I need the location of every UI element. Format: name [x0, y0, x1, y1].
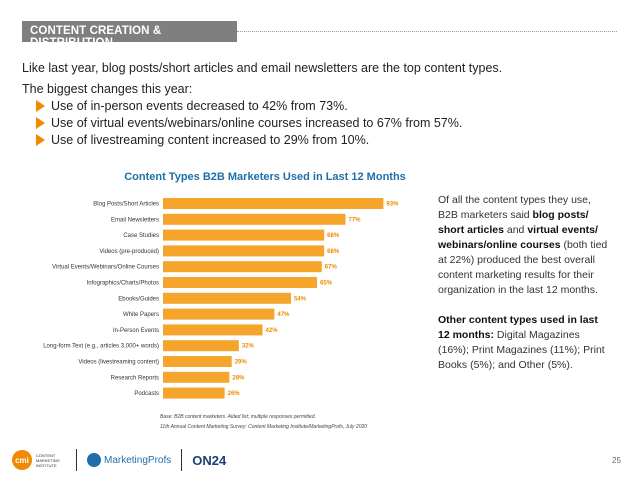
cmi-logo-icon: cmi: [12, 450, 32, 470]
data-label: 77%: [348, 217, 361, 223]
data-label: 47%: [277, 312, 290, 318]
section-divider: [237, 31, 617, 32]
page-number: 25: [612, 456, 621, 465]
data-label: 42%: [266, 328, 279, 334]
bar: [163, 277, 318, 288]
footnote-source: 11th Annual Content Marketing Survey: Co…: [160, 424, 368, 430]
data-label: 29%: [235, 360, 248, 366]
bar: [163, 371, 230, 383]
on24-logo: ON24: [192, 452, 227, 468]
bar: [163, 213, 346, 225]
bar: [163, 324, 263, 336]
triangle-bullet-icon: [36, 116, 45, 129]
category-label: Videos (livestreaming content): [78, 360, 159, 366]
list-item: Use of livestreaming content increased t…: [36, 131, 462, 148]
category-label: Infographics/Charts/Photos: [87, 281, 159, 287]
sidebar-text: Of all the content types they use, B2B m…: [438, 193, 610, 373]
category-label: Email Newsletters: [111, 217, 159, 223]
footnote-base: Base: B2B content marketers. Aided list;…: [160, 414, 316, 420]
footer-logos: cmi CONTENT MARKETING INSTITUTE Marketin…: [12, 447, 226, 473]
category-label: In-Person Events: [113, 328, 159, 334]
bar: [163, 229, 325, 241]
changes-list: Use of in-person events decreased to 42%…: [36, 97, 462, 148]
data-label: 26%: [228, 391, 241, 397]
section-tag: CONTENT CREATION & DISTRIBUTION: [22, 21, 237, 49]
chart-title: Content Types B2B Marketers Used in Last…: [124, 171, 406, 183]
changes-heading: The biggest changes this year:: [22, 82, 193, 96]
sidebar-paragraph: Of all the content types they use, B2B m…: [438, 194, 608, 296]
sidebar-paragraph: Other content types used in last 12 mont…: [438, 314, 605, 371]
category-label: Research Reports: [111, 375, 159, 381]
list-item: Use of in-person events decreased to 42%…: [36, 97, 462, 114]
category-label: Long-form Text (e.g., articles 3,000+ wo…: [43, 344, 159, 350]
bar-chart: Blog Posts/Short Articles 93% Email Newsle…: [43, 198, 399, 399]
data-label: 93%: [386, 202, 399, 208]
data-label: 54%: [294, 296, 307, 302]
data-label: 65%: [320, 281, 333, 287]
list-item: Use of virtual events/webinars/online co…: [36, 114, 462, 131]
triangle-bullet-icon: [36, 133, 45, 146]
data-label: 68%: [327, 249, 340, 255]
category-label: Case Studies: [123, 233, 159, 239]
data-label: 32%: [242, 344, 255, 350]
data-label: 68%: [327, 233, 340, 239]
data-label: 28%: [232, 375, 245, 381]
bar: [163, 387, 225, 399]
intro-text: Like last year, blog posts/short article…: [22, 61, 503, 75]
cmi-logo-text: CONTENT MARKETING INSTITUTE: [36, 452, 60, 468]
bar: [163, 245, 325, 257]
category-label: White Papers: [123, 312, 159, 318]
list-item-text: Use of in-person events decreased to 42%…: [51, 98, 348, 113]
logo-divider: [181, 449, 183, 471]
bar: [163, 292, 291, 304]
category-label: Podcasts: [134, 391, 159, 397]
logo-divider: [76, 449, 77, 471]
category-label: Ebooks/Guides: [118, 296, 159, 302]
bar: [163, 340, 239, 352]
bar: [163, 261, 322, 273]
category-label: Virtual Events/Webinars/Online Courses: [52, 265, 159, 271]
bar: [163, 356, 232, 367]
category-label: Videos (pre-produced): [99, 249, 159, 255]
triangle-bullet-icon: [36, 99, 45, 112]
list-item-text: Use of virtual events/webinars/online co…: [51, 115, 463, 130]
category-label: Blog Posts/Short Articles: [93, 202, 159, 208]
bar: [163, 198, 384, 209]
data-label: 67%: [325, 265, 338, 271]
marketingprofs-logo-text: MarketingProfs: [104, 454, 172, 466]
marketingprofs-logo-icon: [87, 453, 101, 467]
bar: [163, 308, 275, 320]
list-item-text: Use of livestreaming content increased t…: [51, 132, 370, 147]
